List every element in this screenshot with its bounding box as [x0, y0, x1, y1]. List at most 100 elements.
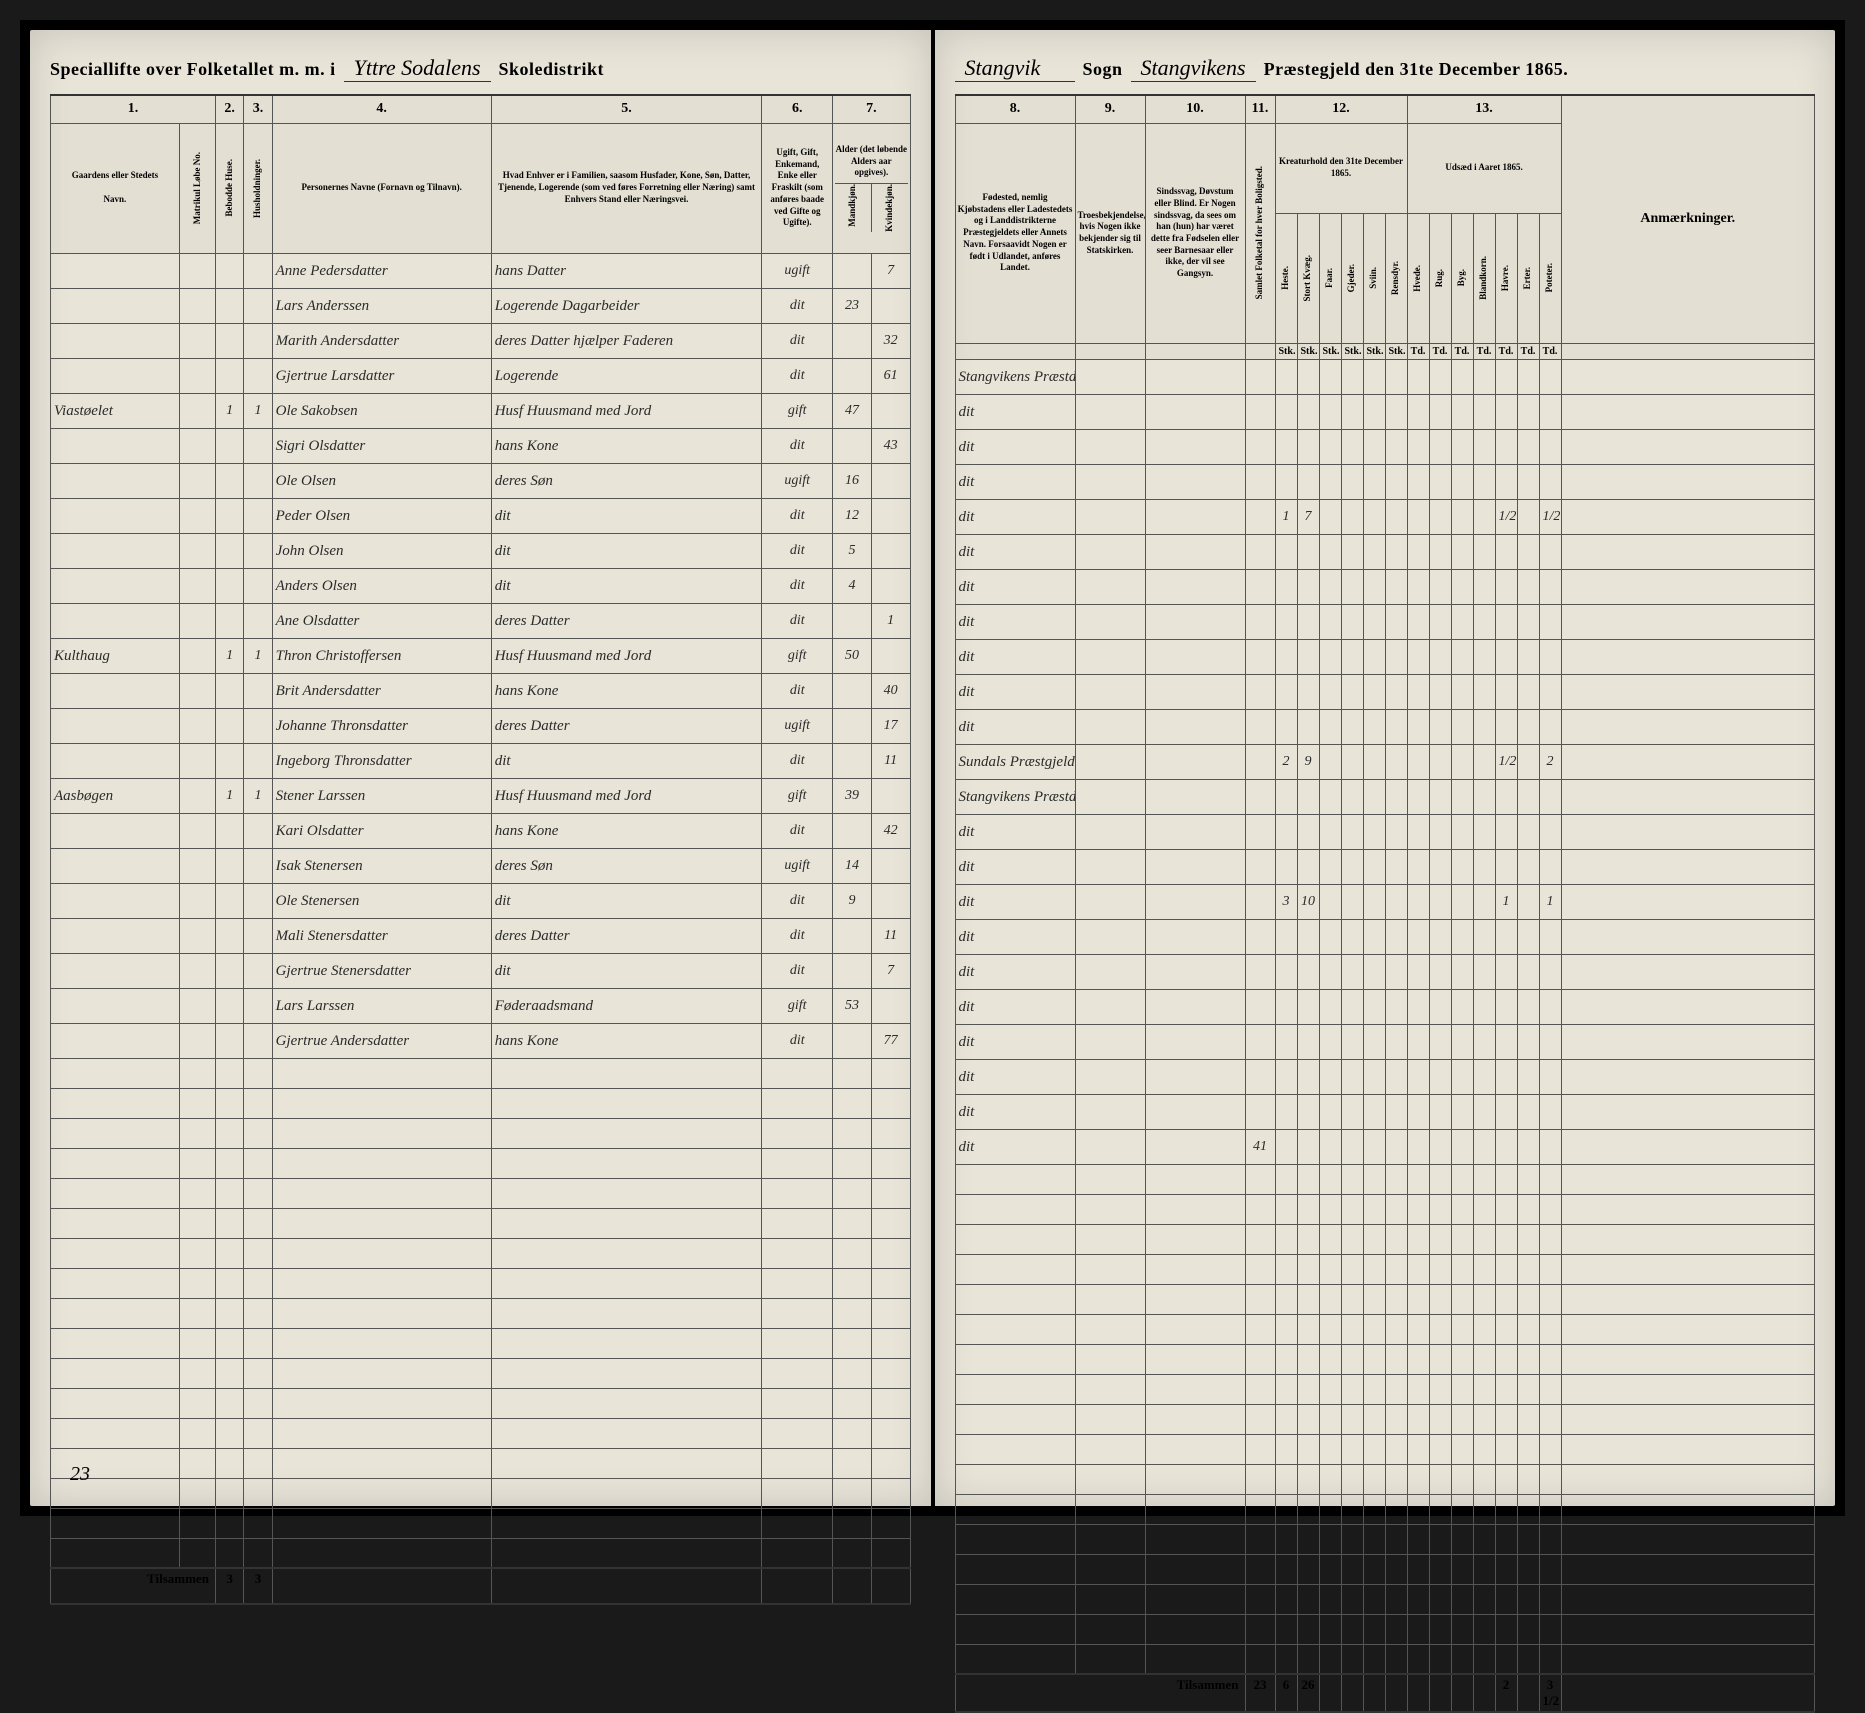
cell-h — [1275, 989, 1297, 1024]
cell-by — [1451, 779, 1473, 814]
cell-anm — [1561, 639, 1814, 674]
cell-h — [1275, 709, 1297, 744]
cell-bh: 1 — [215, 638, 243, 673]
col-7: 7. — [833, 95, 910, 123]
cell-birth: dit — [955, 709, 1075, 744]
cell-name: Marith Andersdatter — [272, 323, 491, 358]
cell-anm — [1561, 884, 1814, 919]
cell-rel: hans Kone — [491, 673, 762, 708]
cell-c11 — [1245, 464, 1275, 499]
total-bh: 3 — [215, 1568, 243, 1604]
t-po: 3 1/2 — [1539, 1674, 1561, 1712]
t-ha: 2 — [1495, 1674, 1517, 1712]
cell-g — [1341, 534, 1363, 569]
cell-place: Aasbøgen — [51, 778, 180, 813]
cell-place — [51, 323, 180, 358]
cell-place — [51, 428, 180, 463]
cell-birth: Stangvikens Præstd — [955, 359, 1075, 394]
cell-ha — [1495, 1024, 1517, 1059]
h-goats: Gjeder. — [1341, 213, 1363, 343]
cell-kk: 32 — [871, 323, 910, 358]
cell-rel: Logerende Dagarbeider — [491, 288, 762, 323]
t-h: 6 — [1275, 1674, 1297, 1712]
cell-bl — [1473, 884, 1495, 919]
cell-faith — [1075, 464, 1145, 499]
col-1: 1. — [51, 95, 216, 123]
cell-kk: 17 — [871, 708, 910, 743]
cell-bl — [1473, 1094, 1495, 1129]
cell-er — [1517, 779, 1539, 814]
table-row: Kari Olsdatterhans Konedit42 — [51, 813, 911, 848]
cell-rel: hans Kone — [491, 428, 762, 463]
table-row-blank — [51, 1208, 911, 1238]
cell-hh: 1 — [244, 638, 272, 673]
cell-h — [1275, 779, 1297, 814]
cell-ha — [1495, 639, 1517, 674]
totals-label: Tilsammen — [51, 1568, 216, 1604]
cell-ha — [1495, 1129, 1517, 1164]
cell-bh — [215, 953, 243, 988]
cell-by — [1451, 394, 1473, 429]
cell-hh — [244, 708, 272, 743]
cell-r — [1385, 954, 1407, 989]
cell-g — [1341, 569, 1363, 604]
cell-faith — [1075, 814, 1145, 849]
cell-dis — [1145, 989, 1245, 1024]
table-row: Isak Stenersenderes Sønugift14 — [51, 848, 911, 883]
table-row-blank — [51, 1478, 911, 1508]
cell-faith — [1075, 569, 1145, 604]
cell-sv — [1363, 464, 1385, 499]
cell-dis — [1145, 604, 1245, 639]
table-row: dit — [955, 534, 1815, 569]
table-row-blank — [955, 1224, 1815, 1254]
cell-ha — [1495, 359, 1517, 394]
cell-bh — [215, 498, 243, 533]
cell-sv — [1363, 989, 1385, 1024]
cell-kk — [871, 288, 910, 323]
cell-mn — [179, 988, 215, 1023]
t-bl — [1473, 1674, 1495, 1712]
cell-ru — [1429, 1024, 1451, 1059]
cell-er — [1517, 604, 1539, 639]
cell-anm — [1561, 604, 1814, 639]
cell-bh — [215, 603, 243, 638]
table-row: dit31011 — [955, 884, 1815, 919]
cell-po — [1539, 464, 1561, 499]
cell-ru — [1429, 674, 1451, 709]
cell-sk: 7 — [1297, 499, 1319, 534]
cell-rel: deres Søn — [491, 848, 762, 883]
cell-r — [1385, 1059, 1407, 1094]
cell-dis — [1145, 639, 1245, 674]
cell-er — [1517, 1059, 1539, 1094]
cell-anm — [1561, 569, 1814, 604]
table-row-blank — [51, 1118, 911, 1148]
cell-f — [1319, 1129, 1341, 1164]
cell-rel: Husf Huusmand med Jord — [491, 393, 762, 428]
h-swine: Sviin. — [1363, 213, 1385, 343]
cell-r — [1385, 359, 1407, 394]
cell-ms: dit — [762, 883, 833, 918]
table-row: Anders Olsenditdit4 — [51, 568, 911, 603]
h-barley: Byg. — [1451, 213, 1473, 343]
cell-birth: Sundals Præstgjeld — [955, 744, 1075, 779]
right-header: Stangvik Sogn Stangvikens Præstegjeld de… — [955, 55, 1816, 82]
cell-sk — [1297, 814, 1319, 849]
cell-rel: hans Kone — [491, 1023, 762, 1058]
cell-r — [1385, 814, 1407, 849]
h-marital: Ugift, Gift, Enkemand, Enke eller Fraski… — [762, 123, 833, 253]
cell-hv — [1407, 394, 1429, 429]
table-row: dit — [955, 429, 1815, 464]
cell-ms: gift — [762, 988, 833, 1023]
cell-anm — [1561, 1059, 1814, 1094]
cell-er — [1517, 534, 1539, 569]
table-row: Mali Stenersdatterderes Datterdit11 — [51, 918, 911, 953]
cell-place — [51, 848, 180, 883]
table-row-blank — [955, 1164, 1815, 1194]
h-oats: Havre. — [1495, 213, 1517, 343]
cell-f — [1319, 429, 1341, 464]
cell-hh — [244, 323, 272, 358]
cell-place — [51, 883, 180, 918]
cell-r — [1385, 604, 1407, 639]
cell-sk: 10 — [1297, 884, 1319, 919]
cell-by — [1451, 464, 1473, 499]
